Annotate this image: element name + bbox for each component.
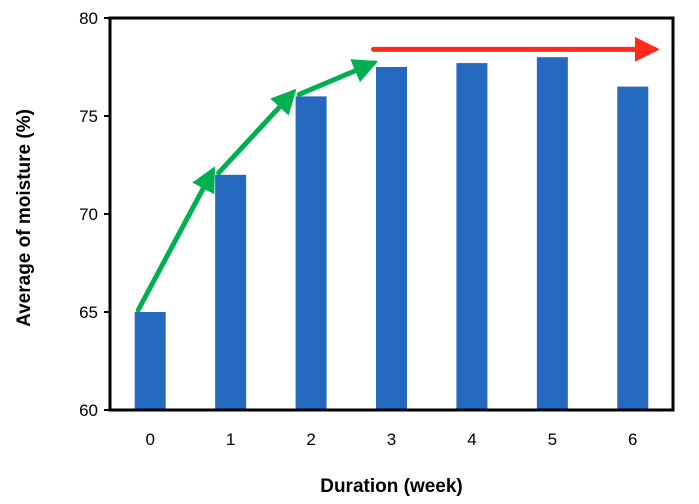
x-tick-label: 0 <box>145 430 154 449</box>
bar-week-2 <box>295 96 327 411</box>
trend-arrows <box>135 36 660 313</box>
x-tick-label: 5 <box>548 430 557 449</box>
bar-week-3 <box>376 67 407 410</box>
green-trend-arrow <box>135 166 216 313</box>
y-tick-label: 65 <box>79 303 98 322</box>
green-trend-arrow <box>296 59 379 97</box>
bars-group <box>134 57 649 411</box>
x-axis-label: Duration (week) <box>320 476 463 497</box>
x-tick-label: 4 <box>467 430 476 449</box>
y-tick-label: 75 <box>79 107 98 126</box>
y-tick-label: 60 <box>79 401 98 420</box>
x-tick-label: 3 <box>387 430 396 449</box>
bar-week-0 <box>134 312 166 410</box>
y-tick-label: 70 <box>79 205 98 224</box>
green-trend-arrow <box>216 88 297 176</box>
bar-week-4 <box>456 63 488 411</box>
bar-week-6 <box>617 86 649 410</box>
y-axis: 60 65 70 75 80 <box>79 9 110 420</box>
y-tick-label: 80 <box>79 9 98 28</box>
bar-week-1 <box>215 174 247 410</box>
x-tick-label: 2 <box>306 430 315 449</box>
bar-week-5 <box>536 57 568 410</box>
x-tick-label: 1 <box>226 430 235 449</box>
x-axis: 0 1 2 3 4 5 6 <box>145 430 637 449</box>
y-axis-label: Average of moisture (%) <box>14 109 35 327</box>
x-tick-label: 6 <box>628 430 637 449</box>
